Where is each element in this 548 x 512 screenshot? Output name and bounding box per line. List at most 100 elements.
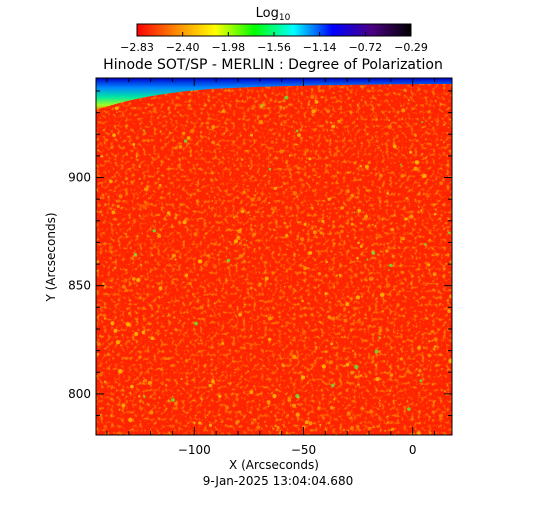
speckle — [102, 282, 105, 286]
speckle — [448, 231, 451, 235]
speckle — [159, 130, 162, 133]
speckle — [446, 344, 448, 346]
speckle — [427, 353, 432, 358]
speckle — [157, 234, 162, 238]
speckle — [143, 187, 149, 192]
speckle — [250, 198, 255, 202]
speckle — [195, 183, 197, 186]
speckle — [109, 179, 113, 184]
speckle — [439, 181, 443, 186]
speckle — [430, 148, 432, 151]
speckle — [128, 312, 131, 315]
speckle — [199, 305, 204, 310]
speckle — [249, 390, 254, 394]
y-tick-label: 800 — [68, 387, 91, 401]
speckle — [387, 316, 389, 319]
speckle — [428, 360, 430, 362]
speckle — [304, 148, 310, 153]
speckle — [357, 241, 360, 245]
speckle — [302, 359, 305, 361]
solar-limb — [96, 78, 452, 110]
speckle — [175, 168, 178, 171]
speckle — [439, 413, 443, 418]
speckle — [311, 168, 316, 172]
speckle — [249, 295, 252, 298]
speckle — [135, 155, 138, 158]
speckle — [353, 272, 358, 277]
speckle — [335, 274, 339, 277]
speckle — [226, 258, 231, 263]
speckle — [242, 327, 246, 331]
speckle — [431, 288, 434, 291]
speckle — [432, 272, 437, 277]
speckle — [110, 277, 114, 281]
speckle — [156, 329, 160, 333]
speckle — [301, 299, 304, 303]
speckle — [99, 306, 103, 310]
speckle — [233, 388, 236, 391]
speckle — [297, 166, 301, 170]
speckle — [196, 189, 200, 193]
speckle — [424, 243, 427, 246]
speckle — [250, 133, 253, 137]
speckle — [343, 307, 347, 311]
speckle — [134, 331, 139, 336]
speckle — [319, 231, 323, 235]
speckle — [190, 129, 195, 134]
speckle — [117, 223, 120, 226]
speckle — [292, 354, 297, 360]
speckle — [182, 220, 187, 225]
speckle — [416, 431, 421, 435]
speckle — [324, 292, 327, 295]
speckle — [387, 125, 392, 129]
speckle — [297, 98, 299, 100]
speckle — [158, 183, 162, 187]
x-axis-label: X (Arcseconds) — [229, 458, 319, 472]
speckle — [401, 271, 405, 274]
speckle — [368, 276, 373, 281]
speckle — [377, 214, 381, 219]
speckle — [143, 395, 146, 398]
speckle — [327, 315, 331, 319]
speckle — [197, 259, 202, 264]
speckle — [276, 429, 279, 432]
speckle — [143, 378, 148, 383]
speckle — [279, 432, 281, 435]
speckle — [321, 364, 326, 369]
speckle — [301, 183, 305, 187]
speckle — [149, 304, 152, 307]
speckle — [138, 296, 142, 300]
speckle — [388, 119, 391, 121]
speckle — [232, 216, 236, 219]
speckle — [412, 99, 414, 101]
speckle — [247, 164, 251, 168]
speckle — [208, 346, 210, 348]
speckle — [272, 228, 276, 231]
speckle — [124, 268, 127, 271]
speckle — [156, 321, 159, 325]
speckle — [445, 222, 448, 225]
speckle — [378, 336, 381, 339]
speckle — [268, 337, 272, 341]
speckle — [432, 213, 434, 216]
speckle — [281, 363, 285, 367]
speckle — [366, 258, 369, 261]
speckle — [142, 204, 147, 209]
x-axis: −100 −50 0 — [106, 78, 436, 457]
speckle — [138, 378, 140, 380]
speckle — [279, 105, 283, 109]
speckle — [315, 226, 317, 228]
speckle — [303, 222, 307, 226]
speckle — [295, 394, 300, 398]
speckle — [184, 219, 187, 221]
speckle — [99, 117, 102, 119]
speckle — [143, 132, 146, 135]
speckle — [193, 421, 196, 424]
speckle — [418, 206, 421, 208]
speckle — [366, 189, 370, 192]
speckle — [266, 378, 268, 381]
speckle — [135, 391, 138, 394]
speckle — [104, 203, 107, 206]
speckle — [136, 277, 141, 283]
speckle — [447, 126, 449, 129]
